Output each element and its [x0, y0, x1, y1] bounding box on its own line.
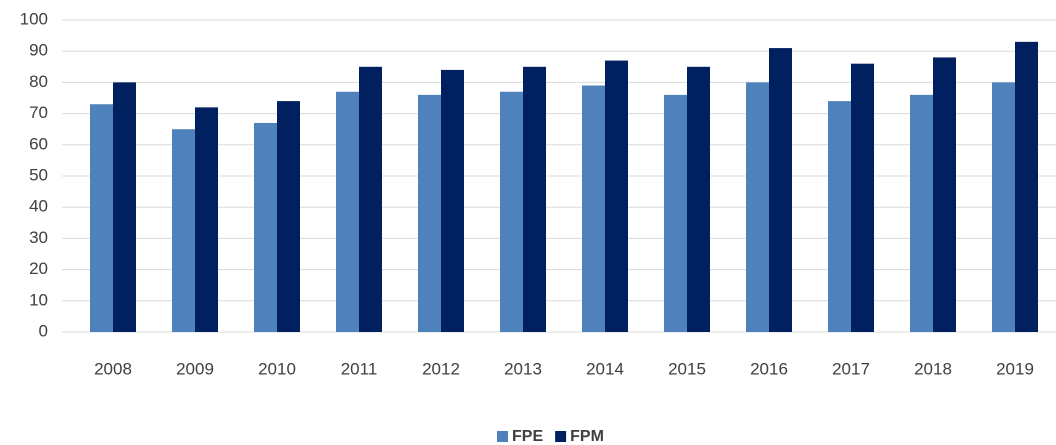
bar — [746, 82, 769, 333]
legend-swatch — [497, 431, 508, 442]
x-tick-label: 2011 — [341, 359, 378, 378]
x-tick-label: 2010 — [258, 359, 296, 378]
bar — [254, 122, 277, 333]
bar — [277, 101, 300, 333]
bar — [664, 94, 687, 332]
x-tick-label: 2015 — [668, 359, 706, 378]
y-tick-label: 60 — [29, 134, 48, 153]
legend-swatch — [555, 431, 567, 442]
y-tick-label: 100 — [20, 9, 48, 28]
bar — [172, 129, 195, 332]
y-tick-label: 0 — [39, 321, 48, 340]
bar — [1015, 41, 1038, 333]
bar — [359, 66, 382, 333]
bar — [769, 48, 792, 333]
bar — [523, 66, 546, 333]
bar — [113, 82, 136, 333]
x-tick-label: 2018 — [914, 359, 952, 378]
legend-label: FPM — [570, 428, 604, 445]
y-tick-label: 50 — [29, 165, 48, 184]
x-tick-label: 2013 — [504, 359, 542, 378]
y-tick-label: 10 — [29, 290, 48, 309]
bar — [195, 107, 218, 332]
x-tick-label: 2016 — [750, 359, 788, 378]
y-tick-label: 80 — [29, 72, 48, 91]
y-tick-label: 90 — [29, 41, 48, 60]
bar — [605, 60, 628, 333]
bar — [992, 82, 1015, 333]
bar — [336, 91, 359, 332]
x-tick-label: 2014 — [586, 359, 624, 378]
x-tick-label: 2008 — [94, 359, 132, 378]
x-tick-label: 2019 — [996, 359, 1034, 378]
bar — [90, 104, 113, 333]
x-tick-label: 2012 — [422, 359, 460, 378]
x-tick-label: 2017 — [832, 359, 870, 378]
y-tick-label: 20 — [29, 259, 48, 278]
y-tick-label: 70 — [29, 103, 48, 122]
bar — [687, 66, 710, 333]
bar — [500, 91, 523, 332]
y-tick-label: 40 — [29, 197, 48, 216]
x-tick-label: 2009 — [176, 359, 214, 378]
y-tick-label: 30 — [29, 228, 48, 247]
bar — [418, 94, 441, 332]
bar — [828, 101, 851, 333]
legend-label: FPE — [512, 428, 543, 445]
bar — [910, 94, 933, 332]
bar — [851, 63, 874, 333]
bar — [933, 57, 956, 332]
bar — [582, 85, 605, 333]
bar — [441, 69, 464, 333]
